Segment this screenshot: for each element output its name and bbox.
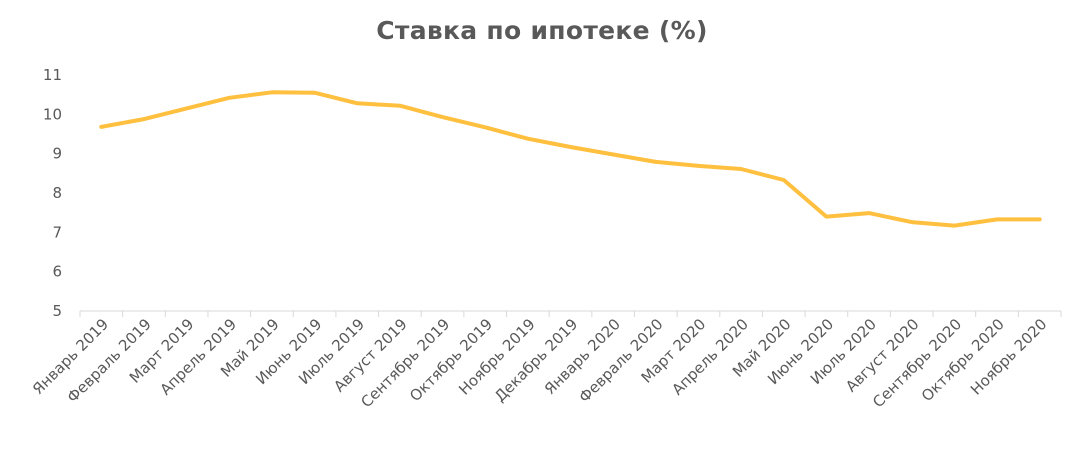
y-tick-label: 7 (52, 223, 62, 241)
x-tick-label: Ноябрь 2020 (967, 315, 1050, 398)
y-tick-label: 5 (52, 302, 62, 320)
y-tick-label: 9 (52, 145, 62, 163)
chart-title: Ставка по ипотеке (%) (376, 16, 708, 45)
y-tick-label: 6 (52, 263, 62, 281)
y-tick-label: 10 (43, 105, 62, 123)
series-line (99, 90, 1042, 228)
series-line-group (99, 90, 1042, 228)
y-tick-label: 11 (43, 66, 62, 84)
y-tick-label: 8 (52, 184, 62, 202)
y-axis: 5 6 7 8 9 10 11 (43, 66, 62, 320)
